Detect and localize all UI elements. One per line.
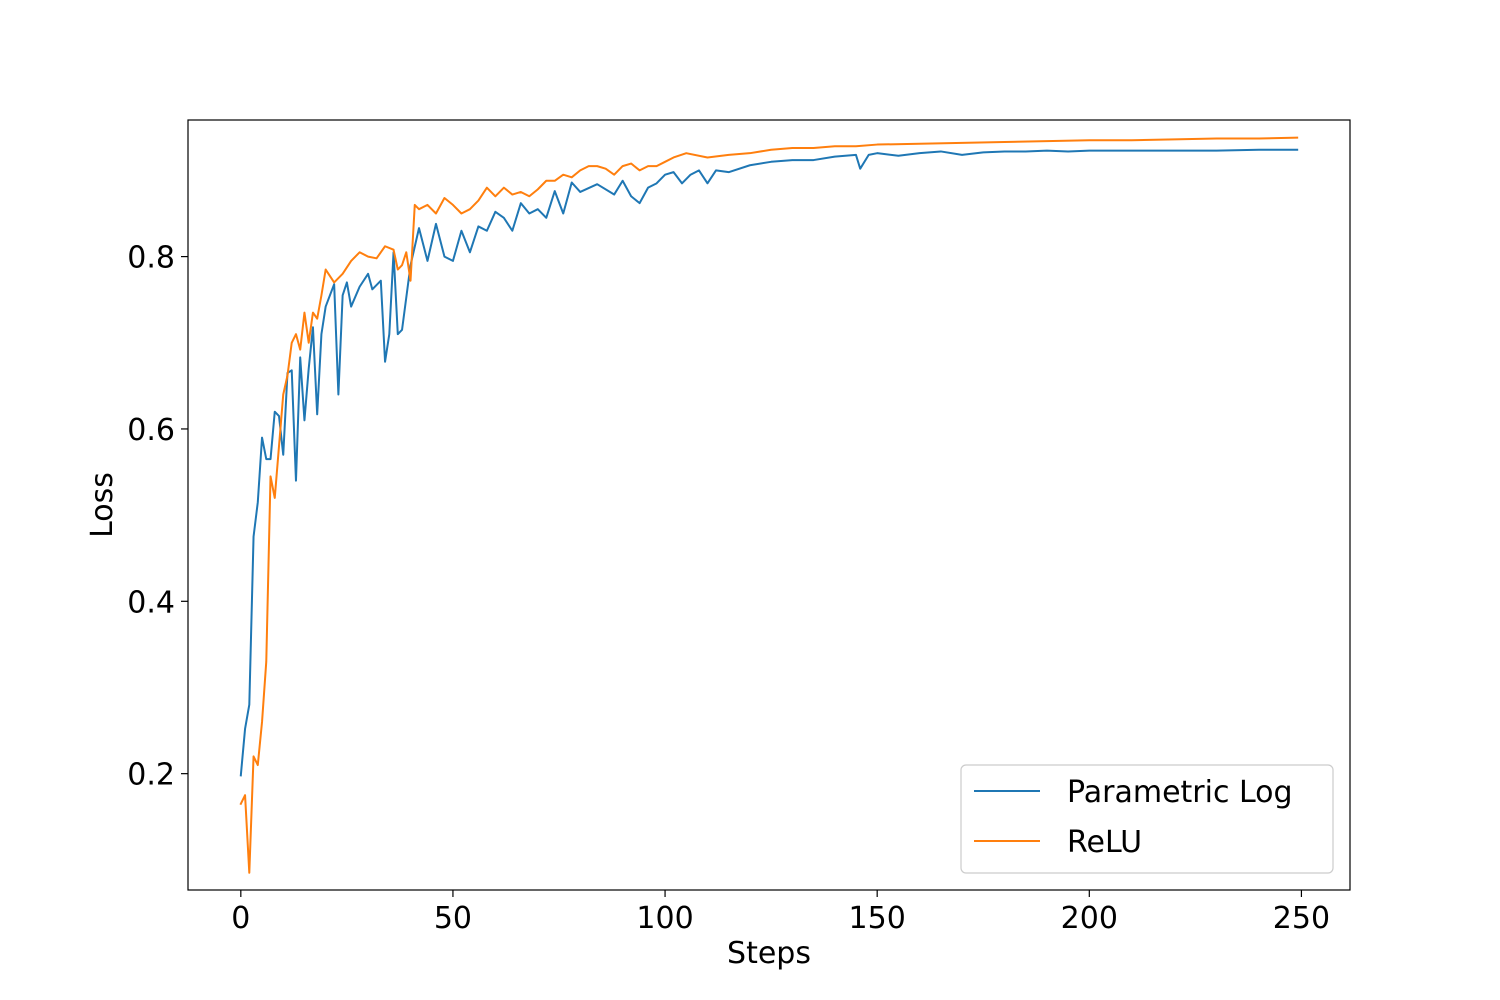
series-line-parametric-log — [239, 148, 1299, 777]
x-tick-label: 0 — [231, 901, 250, 936]
plot-layer — [239, 136, 1299, 874]
x-tick-label: 50 — [434, 901, 472, 936]
legend-label-relu: ReLU — [1067, 825, 1142, 860]
y-tick-label: 0.2 — [127, 758, 175, 793]
y-axis-ticks: 0.2 0.4 0.6 0.8 — [127, 241, 188, 793]
y-tick-label: 0.6 — [127, 413, 175, 448]
legend-box — [960, 764, 1334, 874]
x-tick-label: 150 — [849, 901, 906, 936]
x-axis-ticks: 0 50 100 150 200 250 — [231, 890, 1330, 936]
y-tick-label: 0.8 — [127, 241, 175, 276]
y-axis-label: Loss — [85, 472, 120, 538]
x-tick-label: 250 — [1273, 901, 1330, 936]
x-tick-label: 200 — [1061, 901, 1118, 936]
legend: Parametric Log ReLU — [960, 764, 1334, 874]
x-tick-label: 100 — [636, 901, 693, 936]
plot-frame — [187, 119, 1351, 891]
legend-label-parametric-log: Parametric Log — [1067, 775, 1293, 810]
series-line-relu — [239, 136, 1299, 874]
y-tick-label: 0.4 — [127, 585, 175, 620]
x-axis-label: Steps — [727, 936, 811, 971]
